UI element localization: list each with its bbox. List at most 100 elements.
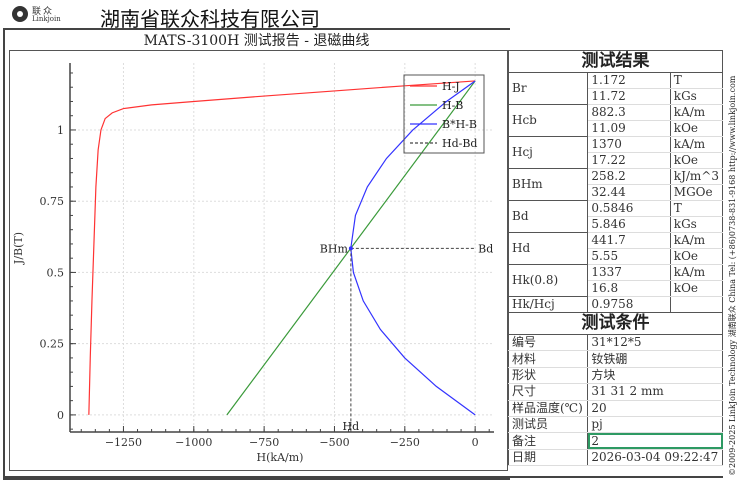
x-tick-label: 0 — [472, 436, 479, 449]
x-axis-label: H(kA/m) — [257, 451, 304, 464]
condition-value[interactable]: pj — [587, 415, 723, 434]
result-row: 5.55 kOe — [509, 248, 724, 265]
bhm-annotation: BHm — [320, 242, 349, 255]
result-unit: kGs — [669, 88, 724, 105]
y-tick-label: 1 — [57, 124, 64, 137]
series-h-j-line — [88, 80, 476, 415]
conditions-title: 测试条件 — [508, 312, 723, 335]
result-label: Hcj — [507, 136, 589, 169]
result-value[interactable]: 882.3 — [587, 104, 671, 121]
result-unit: kOe — [669, 248, 724, 265]
result-label: Hk(0.8) — [507, 264, 589, 297]
x-tick-label: −250 — [390, 436, 420, 449]
report-frame — [3, 28, 510, 480]
logo-text-en: Linkjoin — [32, 15, 61, 23]
condition-label: 尺寸 — [507, 383, 589, 401]
company-name: 湖南省联众科技有限公司 — [100, 7, 320, 31]
result-label: BHm — [507, 168, 589, 201]
ratio-label: Hk/Hcj — [507, 296, 589, 313]
y-tick-label: 0 — [57, 409, 64, 422]
result-value[interactable]: 441.7 — [587, 232, 671, 249]
condition-row: 尺寸 31 31 2 mm — [507, 383, 723, 401]
bottom-border — [3, 476, 723, 478]
y-axis-label: J/B(T) — [12, 232, 25, 265]
results-title: 测试结果 — [508, 50, 723, 73]
result-value[interactable]: 258.2 — [587, 168, 671, 185]
legend-label: H-B — [442, 99, 463, 112]
condition-value[interactable]: 方块 — [587, 366, 723, 385]
result-unit: kA/m — [669, 136, 724, 153]
condition-label: 形状 — [507, 366, 589, 385]
result-value[interactable]: 1370 — [587, 136, 671, 153]
x-tick-label: −500 — [319, 436, 349, 449]
condition-label: 样品温度(℃) — [507, 399, 589, 417]
result-row: Hk(0.8) 1337 kA/m — [507, 264, 724, 297]
result-label: Br — [507, 72, 589, 105]
result-value[interactable]: 32.44 — [587, 184, 671, 201]
condition-value[interactable]: 2 — [587, 432, 723, 450]
result-value[interactable]: 0.5846 — [587, 200, 671, 217]
result-unit: kA/m — [669, 232, 724, 249]
condition-label: 日期 — [507, 448, 589, 467]
result-row: Bd 0.5846 T — [507, 200, 724, 233]
result-label: Hd — [507, 232, 589, 265]
y-tick-label: 0.25 — [40, 338, 65, 351]
condition-row: 形状 方块 — [507, 366, 723, 385]
copyright-side-text: ©2009-2025 LinkJoin Technology 湖南联众 Chin… — [728, 75, 737, 476]
result-row: Hcj 1370 kA/m — [507, 136, 724, 169]
legend-box — [403, 74, 485, 154]
result-unit: kOe — [669, 280, 724, 297]
result-label: Bd — [507, 200, 589, 233]
logo-text-cn: 联众 — [32, 7, 55, 17]
legend-label: B*H-B — [442, 118, 477, 131]
condition-value[interactable]: 2026-03-04 09:22:47 — [587, 448, 723, 467]
result-row: 32.44 MGOe — [509, 184, 724, 201]
result-unit: T — [669, 200, 724, 217]
legend-label: Hd-Bd — [442, 137, 477, 150]
condition-row: 编号 31*12*5 — [507, 333, 723, 352]
result-value[interactable]: 16.8 — [587, 280, 671, 297]
result-row: 11.09 kOe — [509, 120, 724, 137]
result-value[interactable]: 11.72 — [587, 88, 671, 105]
result-value[interactable]: 17.22 — [587, 152, 671, 169]
condition-value[interactable]: 31*12*5 — [587, 333, 723, 352]
result-value[interactable]: 1.172 — [587, 72, 671, 89]
x-tick-label: −1250 — [105, 436, 142, 449]
legend-label: H-J — [442, 80, 460, 93]
result-row: 17.22 kOe — [509, 152, 724, 169]
result-value[interactable]: 1337 — [587, 264, 671, 281]
condition-label: 测试员 — [507, 415, 589, 434]
condition-label: 编号 — [507, 333, 589, 352]
y-tick-label: 0.75 — [40, 195, 65, 208]
chart-frame — [9, 50, 508, 471]
result-unit: kA/m — [669, 104, 724, 121]
empty-cell — [669, 296, 724, 313]
result-label: Hcb — [507, 104, 589, 137]
condition-value[interactable]: 20 — [587, 399, 723, 417]
ratio-value[interactable]: 0.9758 — [587, 296, 671, 313]
condition-row: 测试员 pj — [507, 415, 723, 434]
condition-row: 日期 2026-03-04 09:22:47 — [507, 448, 723, 467]
condition-label: 备注 — [507, 432, 589, 450]
result-row: 16.8 kOe — [509, 280, 724, 297]
condition-row: 材料 钕铁硼 — [507, 350, 723, 368]
bhmax-point — [348, 246, 353, 251]
condition-label: 材料 — [507, 350, 589, 368]
result-unit: kA/m — [669, 264, 724, 281]
condition-value[interactable]: 钕铁硼 — [587, 350, 723, 368]
result-unit: kGs — [669, 216, 724, 233]
result-unit: kOe — [669, 120, 724, 137]
result-value[interactable]: 5.846 — [587, 216, 671, 233]
x-tick-label: −1000 — [175, 436, 212, 449]
result-unit: kOe — [669, 152, 724, 169]
ratio-row: Hk/Hcj 0.9758 — [507, 296, 724, 313]
result-row: BHm 258.2 kJ/m^3 — [507, 168, 724, 201]
report-title: MATS-3100H 测试报告 - 退磁曲线 — [143, 33, 370, 49]
x-tick-label: −750 — [249, 436, 279, 449]
result-value[interactable]: 11.09 — [587, 120, 671, 137]
logo-icon — [12, 6, 28, 22]
result-unit: MGOe — [669, 184, 724, 201]
result-value[interactable]: 5.55 — [587, 248, 671, 265]
condition-row: 样品温度(℃) 20 — [507, 399, 723, 417]
condition-value[interactable]: 31 31 2 mm — [587, 383, 723, 401]
